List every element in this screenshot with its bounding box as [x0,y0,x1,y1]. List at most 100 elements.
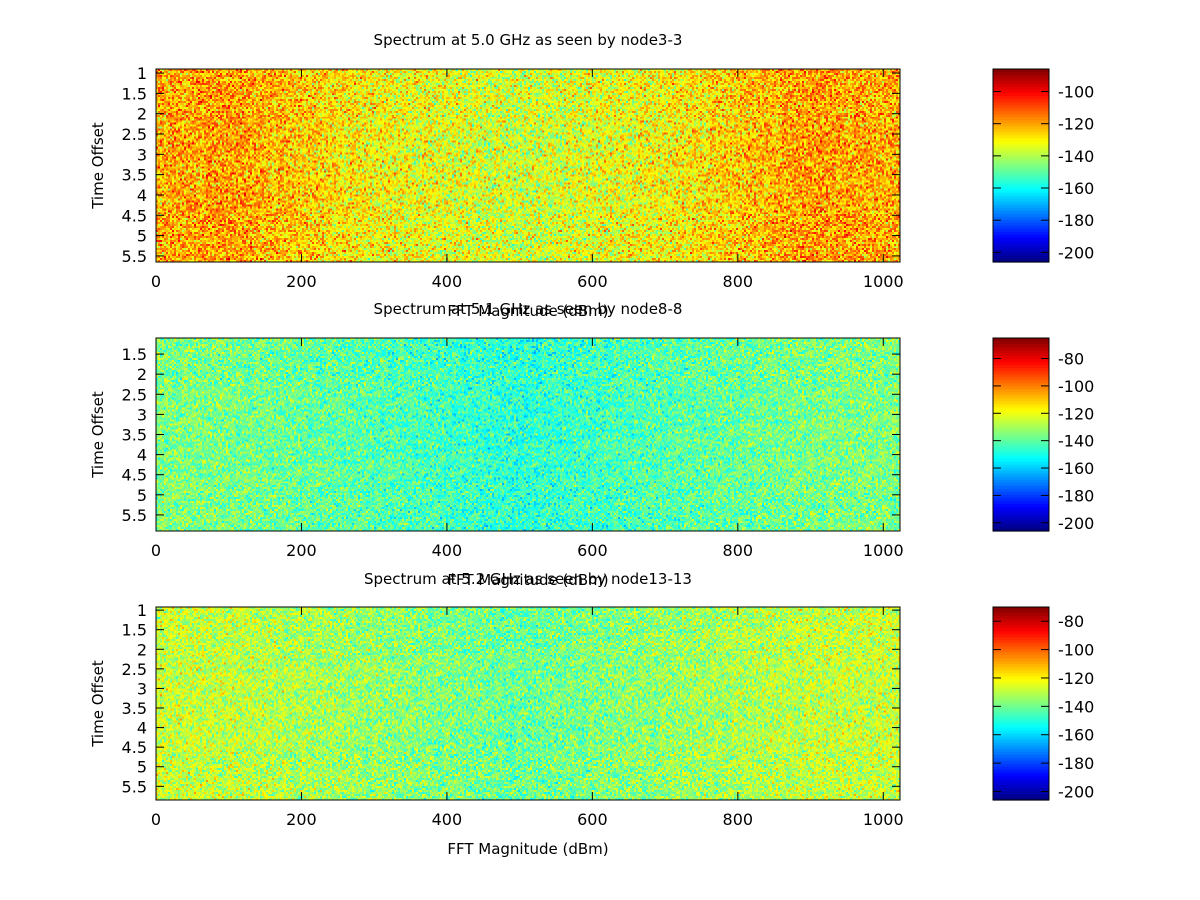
colorbar-band [993,658,1049,662]
colorbar-band [993,497,1049,502]
colorbar-band [993,150,1049,155]
colorbar-band [993,470,1049,475]
colorbar-band [993,126,1049,130]
colorbar-band [993,745,1049,750]
colorbar-band [993,736,1049,741]
x-tick-label: 400 [432,541,463,560]
x-axis-label: FFT Magnitude (dBm) [447,571,608,589]
x-tick-label: 800 [723,272,754,291]
y-tick-label: 5.5 [122,247,147,266]
colorbar-band [993,452,1049,457]
colorbar-band [993,473,1049,478]
colorbar-band [993,144,1049,149]
colorbar-band [993,192,1049,197]
colorbar-band [993,243,1049,248]
y-axis-label: Time Offset [89,122,107,210]
colorbar-band [993,634,1049,638]
colorbar-band [993,386,1049,390]
colorbar-band [993,670,1049,674]
colorbar-band [993,407,1049,411]
x-tick-label: 1000 [863,272,904,291]
colorbar-band [993,216,1049,221]
colorbar-band [993,78,1049,82]
colorbar-band [993,186,1049,191]
colorbar-band [993,512,1049,517]
colorbar-tick-label: -100 [1058,641,1094,660]
y-tick-label: 2.5 [122,660,147,679]
colorbar-band [993,673,1049,677]
y-tick-label: 3 [137,145,147,164]
colorbar-band [993,419,1049,424]
y-tick-label: 2 [137,640,147,659]
heatmap-cells [156,69,900,262]
colorbar-band [993,377,1049,381]
colorbar-band [993,637,1049,641]
colorbar-band [993,359,1049,363]
colorbar-band [993,228,1049,233]
colorbar-band [993,81,1049,85]
colorbar-band [993,688,1049,693]
colorbar-frame [992,606,1050,801]
plot-frame [155,606,901,801]
colorbar-band [993,404,1049,408]
colorbar-band [993,344,1049,348]
colorbar-band [993,350,1049,354]
y-tick-label: 3.5 [122,426,147,445]
colorbar-band [993,509,1049,514]
colorbar-band [993,165,1049,170]
colorbar-band [993,724,1049,729]
colorbar-tick-label: -120 [1058,115,1094,134]
colorbar-band [993,751,1049,756]
colorbar-tick-label: -200 [1058,514,1094,533]
colorbar-band [993,715,1049,720]
colorbar-band [993,697,1049,702]
colorbar-band [993,132,1049,136]
x-tick-label: 1000 [863,810,904,829]
chart-panel-2: Spectrum at 5.1 GHz as seen by node8-8 0 2… [89,300,1094,589]
colorbar-band [993,709,1049,714]
colorbar-band [993,622,1049,626]
colorbar-frame [992,68,1050,263]
colorbar-band [993,356,1049,360]
colorbar-band [993,108,1049,112]
plot-frame [155,68,901,263]
colorbar-band [993,422,1049,427]
colorbar: -80 -100 -120 -140 -160 -180 -200 [992,337,1094,533]
y-tick-label: 3 [137,405,147,424]
colorbar-band [993,198,1049,203]
colorbar-band [993,255,1049,260]
colorbar-band [993,700,1049,705]
colorbar-band [993,515,1049,520]
x-tick-label: 800 [723,541,754,560]
colorbar-band [993,168,1049,173]
y-tick-label: 5 [137,486,147,505]
colorbar-band [993,518,1049,523]
colorbar-band [993,440,1049,445]
colorbar-band [993,87,1049,91]
colorbar-band [993,703,1049,708]
y-tick-label: 5.5 [122,777,147,796]
y-tick-label: 3.5 [122,699,147,718]
chart-title: Spectrum at 5.0 GHz as seen by node3-3 [374,31,683,49]
colorbar-band [993,766,1049,771]
colorbar-band [993,365,1049,369]
colorbar-band [993,69,1049,73]
colorbar-band [993,610,1049,614]
colorbar-band [993,479,1049,484]
colorbar-band [993,631,1049,635]
colorbar-band [993,775,1049,780]
colorbar-band [993,527,1049,532]
colorbar-band [993,772,1049,777]
colorbar-band [993,180,1049,185]
y-tick-label: 4.5 [122,466,147,485]
colorbar-band [993,389,1049,393]
x-tick-label: 400 [432,272,463,291]
colorbar-band [993,105,1049,109]
colorbar-tick-label: -100 [1058,83,1094,102]
colorbar-band [993,120,1049,124]
colorbar-band [993,231,1049,236]
y-tick-label: 2 [137,105,147,124]
colorbar-band [993,616,1049,620]
x-axis-label: FFT Magnitude (dBm) [447,840,608,858]
